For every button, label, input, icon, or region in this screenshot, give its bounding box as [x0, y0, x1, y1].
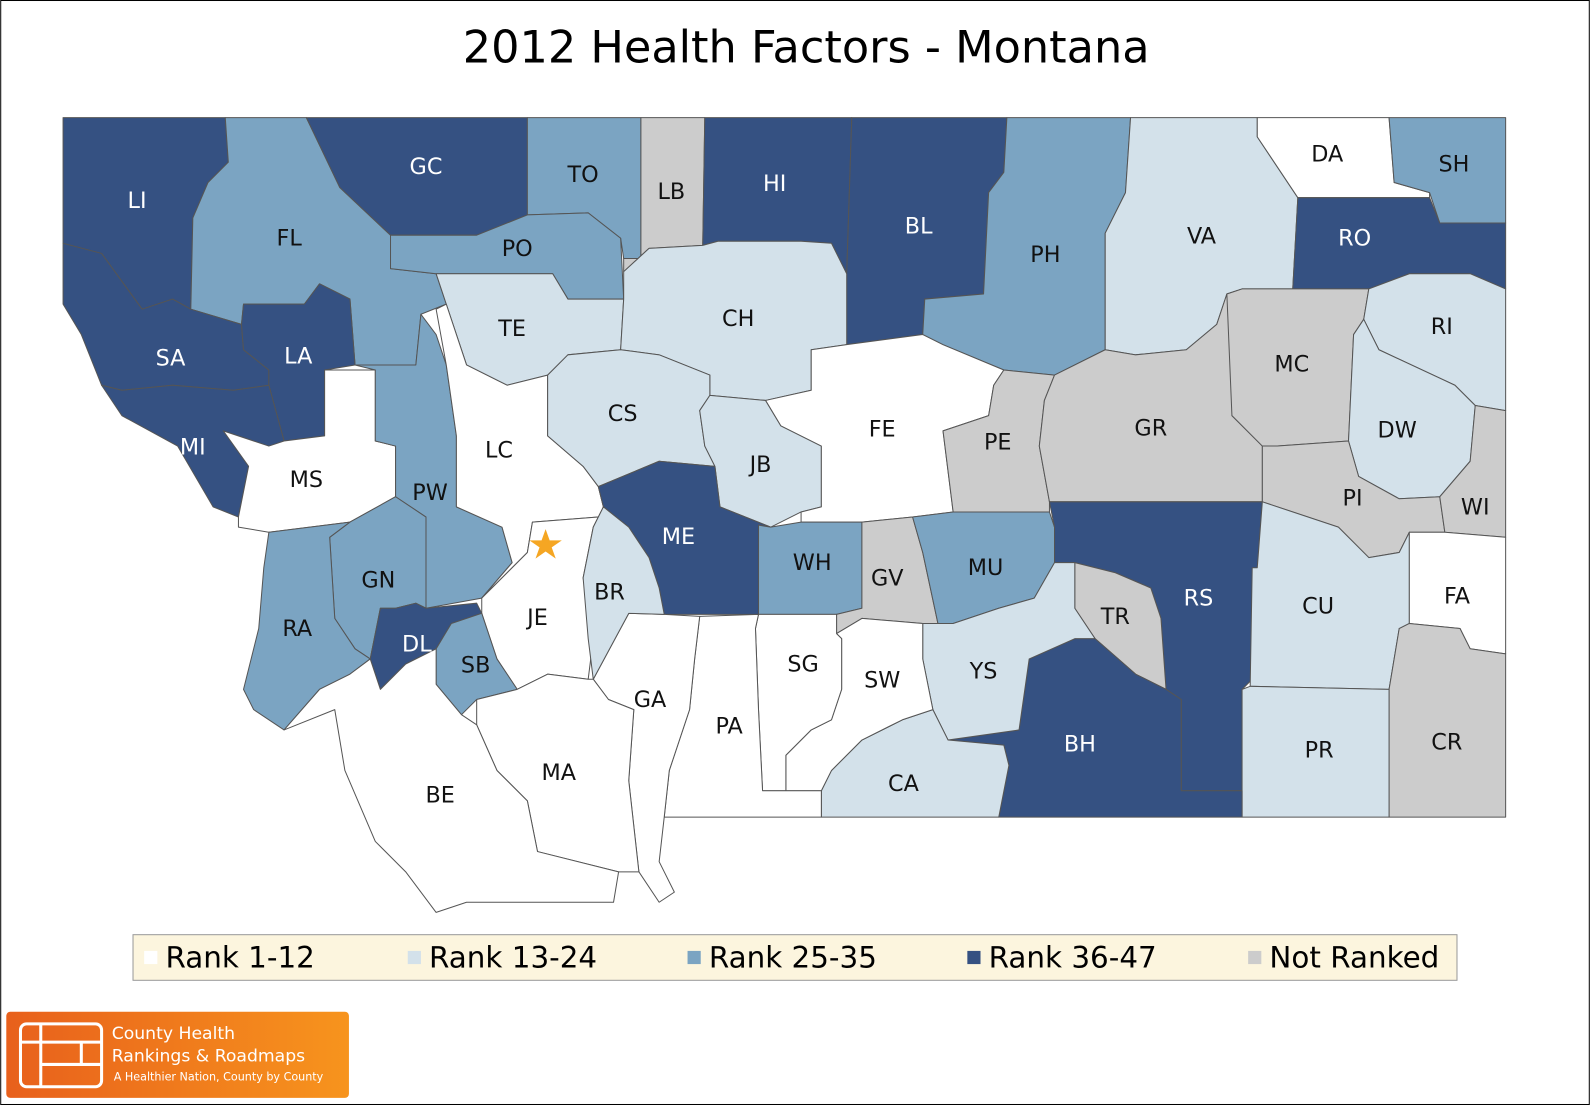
county-label: RA — [282, 616, 313, 642]
legend-box — [132, 934, 1458, 981]
county-label: CU — [1302, 594, 1334, 620]
county-label: DW — [1378, 417, 1417, 443]
county-label: RO — [1338, 226, 1371, 252]
logo-icon-lines — [20, 1023, 102, 1087]
county — [1388, 622, 1507, 818]
county-label: SW — [864, 668, 900, 694]
county-label: VA — [1187, 224, 1217, 250]
county-label: MA — [542, 760, 577, 786]
county-label: FE — [869, 416, 896, 442]
county-label: YS — [969, 659, 998, 685]
logo-line1: County Health — [112, 1024, 235, 1044]
county-label: MS — [290, 467, 323, 493]
county-label: MI — [180, 435, 206, 461]
county-label: LA — [284, 343, 313, 369]
county-label: LB — [657, 179, 685, 205]
county-label: SB — [461, 653, 490, 679]
legend-swatch — [1248, 950, 1262, 965]
county-label: PH — [1030, 242, 1060, 268]
county-label: RS — [1184, 586, 1214, 612]
county-label: BR — [594, 580, 625, 606]
county-label: BL — [905, 214, 933, 240]
county-label: GC — [410, 154, 443, 180]
county-label: LC — [485, 438, 513, 464]
county-label: WH — [793, 550, 832, 576]
county-label: RI — [1431, 314, 1453, 340]
county-label: CH — [722, 306, 754, 332]
county-label: GA — [634, 687, 667, 713]
logo-tagline: A Healthier Nation, County by County — [114, 1071, 324, 1084]
county-label: PR — [1305, 738, 1334, 764]
legend-swatch — [407, 950, 421, 965]
legend-label: Rank 1-12 — [165, 941, 314, 975]
county-label: TO — [567, 162, 599, 188]
logo: County Health Rankings & Roadmaps A Heal… — [6, 1011, 349, 1098]
county-label: FA — [1444, 584, 1471, 610]
county-label: DA — [1311, 142, 1344, 168]
county — [582, 506, 665, 680]
title: 2012 Health Factors - Montana — [463, 22, 1150, 74]
county-label: BH — [1064, 732, 1096, 758]
county-label: PI — [1343, 485, 1363, 511]
county-label: BE — [425, 782, 454, 808]
legend-swatch — [687, 950, 701, 965]
county — [283, 648, 620, 913]
legend-label: Not Ranked — [1269, 941, 1439, 975]
legend: Rank 1-12 Rank 13-24 Rank 25-35 Rank 36-47 N… — [144, 941, 1439, 975]
county-label: CS — [608, 401, 638, 427]
county-label: TR — [1100, 604, 1130, 630]
county-label: MC — [1274, 351, 1309, 377]
county-label: MU — [968, 555, 1004, 581]
legend-swatch — [967, 950, 981, 965]
county-label: ME — [662, 524, 695, 550]
county-label: DL — [402, 631, 432, 657]
logo-icon — [18, 1022, 104, 1089]
county-label: CA — [888, 771, 920, 797]
county-label: CR — [1431, 730, 1462, 756]
legend-swatch — [144, 950, 158, 965]
county-label: WI — [1461, 494, 1490, 520]
county-label: TE — [497, 316, 526, 342]
county-label: SH — [1438, 152, 1469, 178]
county-label: GV — [871, 565, 904, 591]
capital-star — [529, 529, 562, 559]
counties: LI FL GC TO LB HI BL PH VA DA SH RO PO TE CH SA LA MI MS PW… — [62, 117, 1507, 913]
county-label: PE — [984, 430, 1012, 456]
county-label: JB — [748, 452, 772, 478]
logo-bg — [6, 1011, 349, 1098]
county-label: PO — [502, 236, 533, 262]
county-label: PA — [715, 713, 743, 739]
county-label: GN — [361, 567, 395, 593]
logo-line2: Rankings & Roadmaps — [112, 1046, 305, 1066]
county-label: HI — [763, 171, 786, 197]
legend-label: Rank 13-24 — [429, 941, 597, 975]
county-label: FL — [277, 226, 303, 252]
county-label: GR — [1134, 415, 1167, 441]
legend-label: Rank 36-47 — [989, 941, 1157, 975]
legend-label: Rank 25-35 — [709, 941, 877, 975]
county-label: SG — [787, 652, 818, 678]
county-label: PW — [412, 480, 448, 506]
county-label: JE — [525, 605, 548, 631]
county-label: SA — [156, 345, 187, 371]
county-label: LI — [128, 188, 147, 214]
